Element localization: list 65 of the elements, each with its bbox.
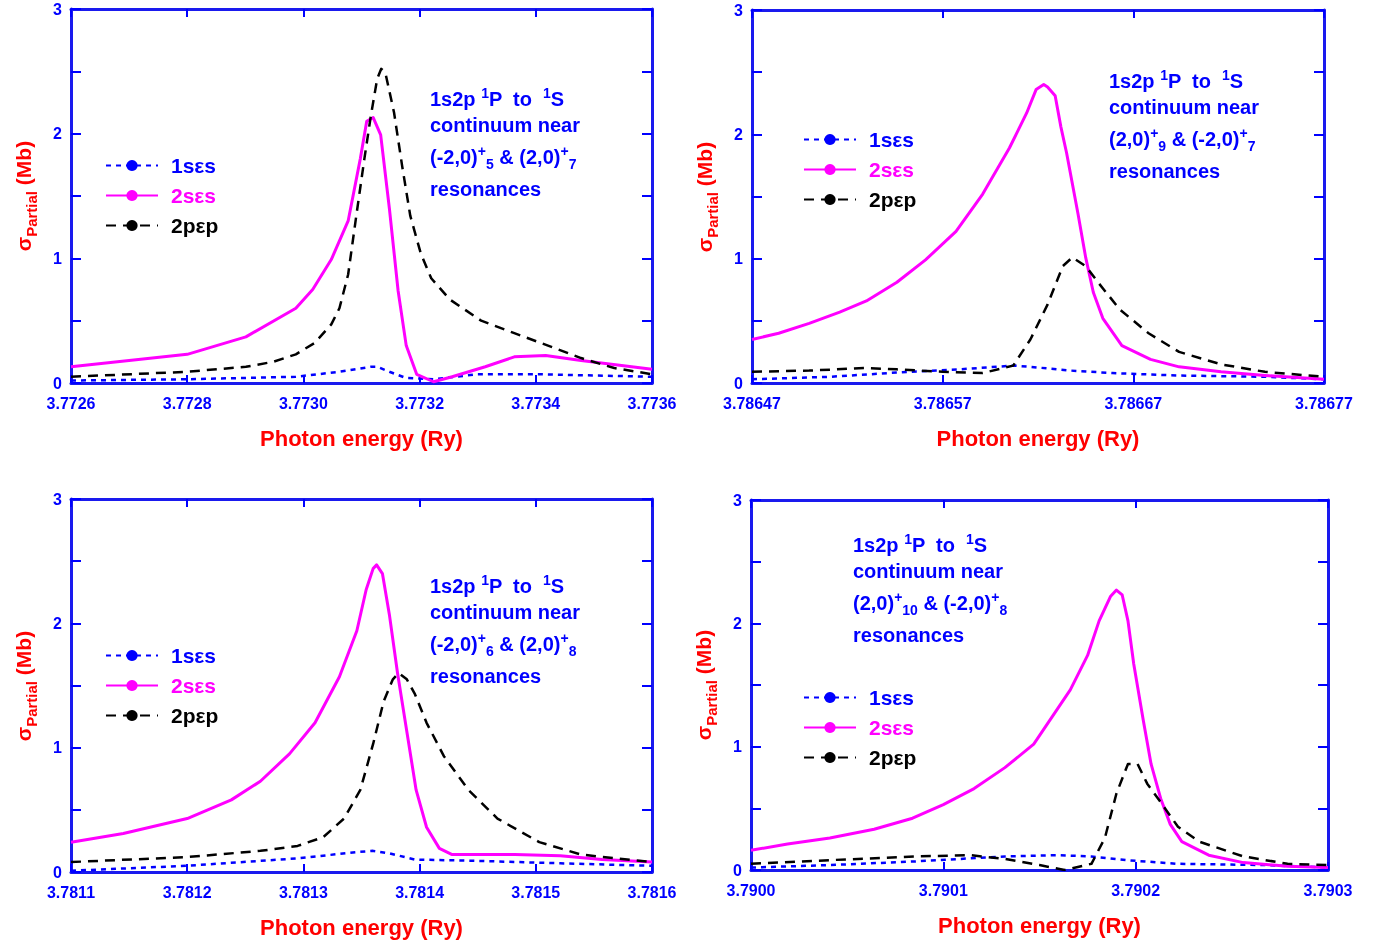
x-tick-label: 3.7815 (511, 883, 561, 901)
x-axis-title: Photon energy (Ry) (938, 912, 1141, 938)
y-tick-label: 3 (734, 1, 744, 19)
legend-label: 2pεp (171, 704, 219, 727)
annotation: resonances (430, 177, 543, 203)
x-tick-label: 3.78677 (1295, 394, 1354, 412)
y-tick-label: 2 (733, 614, 743, 632)
x-tick-label: 3.7902 (1111, 881, 1161, 899)
x-axis-title: Photon energy (Ry) (936, 425, 1140, 451)
legend-label: 1sεs (869, 128, 915, 151)
x-tick-label: 3.7736 (627, 394, 677, 412)
y-tick-label: 3 (53, 490, 63, 508)
legend-label: 2pεp (171, 214, 219, 237)
y-tick-label: 0 (733, 861, 743, 879)
y-tick-label: 2 (53, 125, 63, 143)
legend-label: 2sεs (869, 716, 915, 739)
annotation: continuum near (430, 112, 581, 138)
y-tick-label: 3 (733, 491, 743, 509)
y-tick-label: 1 (53, 739, 63, 757)
x-tick-label: 3.7814 (395, 883, 445, 901)
y-tick-label: 1 (53, 249, 63, 267)
annotation: resonances (853, 623, 966, 649)
y-tick-label: 3 (53, 0, 63, 18)
annotation: 1s2p $^{1}$P to $^{1}$S (430, 84, 566, 112)
annotation: 1s2p $^{1}$P to $^{1}$S (853, 530, 989, 558)
x-tick-label: 3.7901 (918, 881, 968, 899)
y-tick-label: 1 (734, 250, 744, 268)
annotation: continuum near (430, 599, 581, 625)
x-tick-label: 3.7811 (46, 883, 96, 901)
x-tick-label: 3.78657 (913, 394, 972, 412)
x-tick-label: 3.78647 (723, 394, 782, 412)
y-tick-label: 0 (53, 863, 63, 881)
annotation: resonances (430, 664, 543, 690)
annotation: resonances (1109, 159, 1222, 185)
y-tick-label: 1 (733, 738, 743, 756)
legend-label: 2pεp (869, 188, 917, 211)
legend-label: 1sεs (171, 644, 217, 667)
x-tick-label: 3.7900 (726, 881, 776, 899)
y-tick-label: 0 (53, 374, 63, 392)
x-tick-label: 3.7816 (627, 883, 677, 901)
x-tick-label: 3.7732 (395, 394, 445, 412)
legend-label: 1sεs (171, 154, 217, 177)
legend-label: 2sεs (869, 158, 915, 181)
x-tick-label: 3.7903 (1303, 881, 1353, 899)
x-axis-title: Photon energy (Ry) (260, 425, 463, 451)
legend-label: 1sεs (869, 686, 915, 709)
legend-label: 2sεs (171, 674, 217, 697)
x-tick-label: 3.78667 (1104, 394, 1163, 412)
x-tick-label: 3.7726 (46, 394, 96, 412)
annotation: continuum near (1109, 94, 1260, 120)
x-tick-label: 3.7734 (511, 394, 561, 412)
legend-label: 2pεp (869, 746, 917, 769)
x-tick-label: 3.7728 (162, 394, 212, 412)
annotation: continuum near (853, 558, 1004, 584)
x-tick-label: 3.7730 (278, 394, 328, 412)
line-series (69, 563, 654, 864)
annotation: 1s2p $^{1}$P to $^{1}$S (430, 571, 566, 599)
y-tick-label: 0 (734, 374, 744, 392)
y-tick-label: 2 (734, 125, 744, 143)
legend-label: 2sεs (171, 184, 217, 207)
x-axis-title: Photon energy (Ry) (260, 914, 463, 940)
annotation: 1s2p $^{1}$P to $^{1}$S (1109, 66, 1245, 94)
x-tick-label: 3.7812 (162, 883, 212, 901)
y-tick-label: 2 (53, 614, 63, 632)
x-tick-label: 3.7813 (278, 883, 328, 901)
